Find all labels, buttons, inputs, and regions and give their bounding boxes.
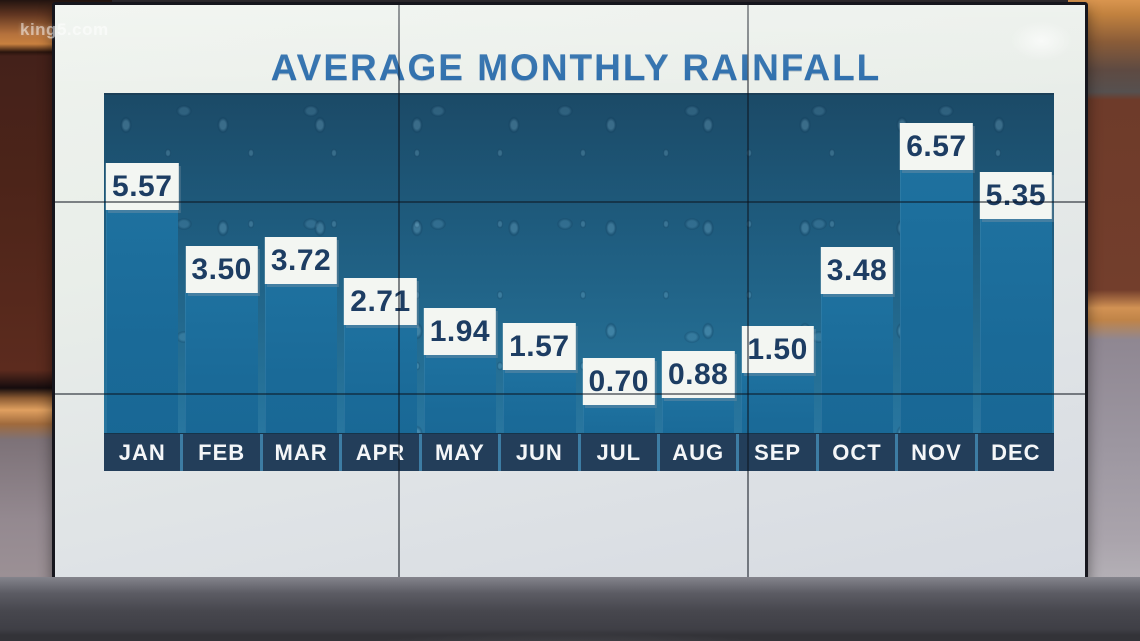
value-label-feb: 3.50 xyxy=(185,246,258,293)
bar-nov xyxy=(900,170,973,471)
value-label-jun: 1.57 xyxy=(503,323,576,370)
panel-seam-vertical-2 xyxy=(747,5,749,579)
month-label-dec: DEC xyxy=(977,434,1055,471)
studio-floor xyxy=(0,577,1140,641)
bar-column-oct: 3.48 xyxy=(819,95,895,471)
value-label-jul: 0.70 xyxy=(582,358,655,405)
month-axis-band: JAN FEB MAR APR MAY JUN JUL AUG SEP OCT NOV DEC xyxy=(104,433,1055,471)
month-label-mar: MAR xyxy=(262,434,340,471)
month-label-jul: JUL xyxy=(580,434,657,471)
bar-column-apr: 2.71 xyxy=(342,95,418,471)
value-label-apr: 2.71 xyxy=(344,278,417,325)
station-watermark: king5.com xyxy=(20,20,109,39)
value-label-nov: 6.57 xyxy=(900,123,973,170)
month-label-jun: JUN xyxy=(501,434,578,471)
bar-column-jan: 5.57 xyxy=(104,95,180,471)
bar-dec xyxy=(979,219,1053,471)
bar-column-sep: 1.50 xyxy=(739,95,815,471)
bar-column-jun: 1.57 xyxy=(501,95,577,471)
bar-column-nov: 6.57 xyxy=(898,95,974,471)
panel-seam-vertical-1 xyxy=(398,5,400,579)
month-label-jan: JAN xyxy=(104,434,181,471)
bar-column-jul: 0.70 xyxy=(581,95,657,471)
value-label-dec: 5.35 xyxy=(979,172,1053,219)
bar-column-dec: 5.35 xyxy=(978,95,1054,471)
month-label-aug: AUG xyxy=(659,434,737,471)
bar-column-mar: 3.72 xyxy=(263,95,339,471)
bar-jan xyxy=(106,210,179,471)
bar-column-may: 1.94 xyxy=(422,95,498,471)
bar-column-aug: 0.88 xyxy=(660,95,736,471)
chart-title: AVERAGE MONTHLY RAINFALL xyxy=(270,47,882,88)
bar-column-feb: 3.50 xyxy=(183,95,259,471)
panel-seam-horizontal-2 xyxy=(55,393,1085,395)
value-label-aug: 0.88 xyxy=(661,351,735,398)
month-label-oct: OCT xyxy=(818,434,896,471)
month-label-apr: APR xyxy=(342,434,419,471)
value-label-mar: 3.72 xyxy=(264,237,338,284)
tv-screen: AVERAGE MONTHLY RAINFALL 5.57 3.50 3.72 2.7… xyxy=(52,2,1091,582)
value-label-may: 1.94 xyxy=(423,308,497,355)
panel-seam-horizontal-1 xyxy=(55,201,1085,203)
month-label-feb: FEB xyxy=(183,434,260,471)
month-label-sep: SEP xyxy=(739,434,816,471)
rainfall-bar-chart: 5.57 3.50 3.72 2.71 1.94 1.57 0.70 0.88 1.50 3.48… xyxy=(104,93,1055,471)
month-label-may: MAY xyxy=(421,434,499,471)
bars-area: 5.57 3.50 3.72 2.71 1.94 1.57 0.70 0.88 1.50 3.48… xyxy=(104,95,1054,471)
value-label-sep: 1.50 xyxy=(741,326,814,373)
month-label-nov: NOV xyxy=(898,434,975,471)
value-label-oct: 3.48 xyxy=(820,247,894,294)
